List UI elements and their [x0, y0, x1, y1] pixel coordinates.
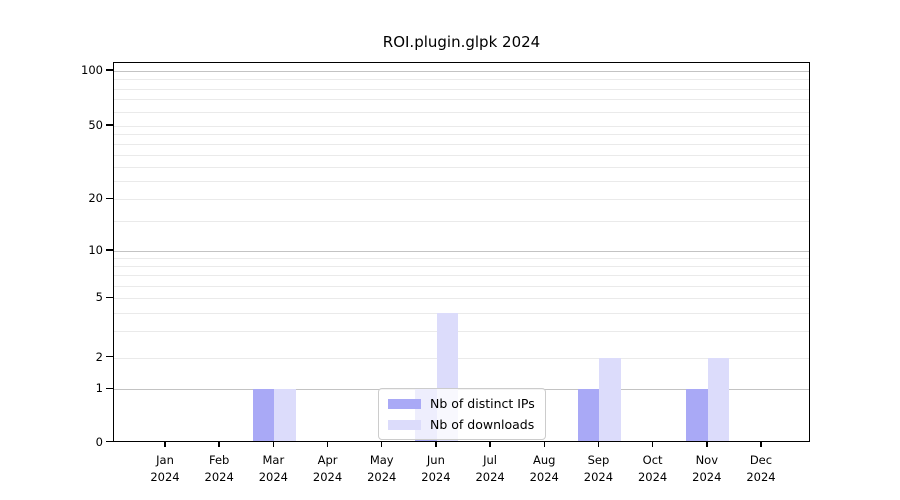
bar-distinct-ips [577, 389, 600, 442]
gridline-minor [114, 154, 809, 156]
y-axis-tick [106, 440, 113, 443]
bar-downloads [707, 357, 730, 442]
gridline-minor [114, 181, 809, 183]
gridline-minor [114, 266, 809, 268]
gridline-major [114, 71, 809, 72]
x-axis-tick [651, 442, 654, 447]
y-tick-label: 1 [95, 381, 103, 396]
gridline-major [114, 251, 809, 252]
x-tick-label: Apr 2024 [312, 453, 343, 484]
x-tick-label: Aug 2024 [529, 453, 559, 484]
x-tick-label: Jan 2024 [150, 453, 180, 484]
x-tick-label: Oct 2024 [637, 453, 668, 484]
x-axis-tick [218, 442, 220, 447]
gridline-minor [114, 331, 809, 333]
y-axis-tick [106, 387, 113, 390]
x-tick-label: May 2024 [367, 453, 397, 484]
gridline-minor [114, 258, 809, 260]
legend: Nb of distinct IPs Nb of downloads [378, 388, 546, 440]
plot-area [113, 62, 810, 442]
x-axis-tick [435, 442, 437, 447]
bar-downloads [274, 389, 296, 442]
chart-title: ROI.plugin.glpk 2024 [382, 33, 541, 51]
x-axis-tick [543, 442, 545, 447]
x-tick-label: Mar 2024 [258, 453, 288, 484]
gridline-minor [114, 199, 809, 201]
y-axis-tick [106, 124, 113, 126]
x-axis-tick [489, 442, 491, 447]
gridline-minor [114, 357, 809, 359]
legend-swatch [388, 398, 421, 409]
x-axis-tick [326, 442, 329, 447]
legend-item: Nb of downloads [388, 417, 535, 432]
y-tick-label: 100 [81, 63, 103, 77]
x-axis-tick [380, 442, 383, 447]
y-tick-label: 20 [88, 191, 103, 206]
x-tick-label: Jul 2024 [475, 453, 505, 484]
gridline-minor [114, 312, 809, 314]
y-tick-label: 0 [95, 434, 103, 449]
y-axis-tick [106, 296, 113, 299]
bar-downloads [599, 357, 621, 442]
x-tick-label: Nov 2024 [692, 453, 722, 484]
gridline-minor [114, 88, 809, 90]
gridline-minor [114, 220, 809, 222]
bar-distinct-ips [252, 389, 275, 442]
y-axis-tick [106, 197, 113, 200]
x-tick-label: Sep 2024 [583, 453, 614, 484]
gridline-minor [114, 143, 809, 145]
bar-distinct-ips [686, 389, 708, 442]
gridline-minor [114, 99, 809, 101]
legend-swatch [388, 419, 421, 430]
x-axis-tick [272, 442, 275, 447]
y-axis-tick [106, 69, 113, 71]
gridline-minor [114, 298, 809, 300]
x-axis-tick [760, 442, 762, 447]
x-axis-tick [597, 442, 600, 447]
x-tick-label: Jun 2024 [421, 453, 451, 484]
y-tick-label: 5 [95, 290, 103, 305]
y-axis-tick [106, 249, 113, 251]
gridline-minor [114, 111, 809, 113]
gridline-minor [114, 126, 809, 127]
x-tick-label: Feb 2024 [204, 453, 234, 484]
gridline-minor [114, 285, 809, 287]
legend-item: Nb of distinct IPs [388, 396, 535, 411]
y-tick-label: 50 [88, 118, 103, 132]
gridline-minor [114, 166, 809, 168]
y-axis-tick [106, 355, 113, 358]
y-tick-label: 2 [95, 349, 103, 364]
y-tick-label: 10 [88, 243, 103, 257]
x-tick-label: Dec 2024 [746, 453, 776, 484]
legend-label: Nb of downloads [430, 417, 535, 432]
gridline-minor [114, 275, 809, 277]
x-axis-tick [164, 442, 166, 447]
legend-label: Nb of distinct IPs [430, 396, 535, 411]
gridline-minor [114, 79, 809, 81]
gridline-minor [114, 134, 809, 136]
x-axis-tick [706, 442, 708, 447]
